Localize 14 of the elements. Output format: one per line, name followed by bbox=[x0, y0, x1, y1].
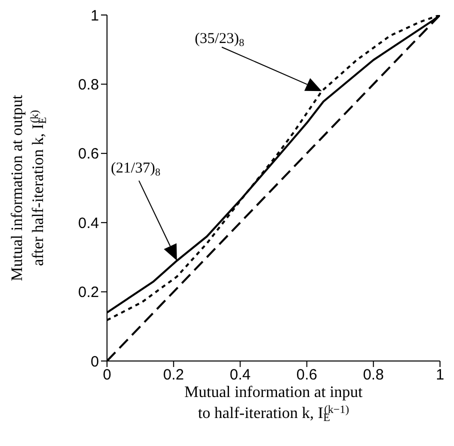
y-tick-label: 0.8 bbox=[78, 76, 99, 94]
x-tick-label: 1 bbox=[436, 366, 444, 384]
x-tick-label: 0.8 bbox=[362, 366, 384, 384]
annotation: (35/23)$_{8}$ bbox=[194, 31, 244, 50]
x-tick-label: 0.4 bbox=[230, 366, 251, 384]
annotation: (21/37)$_{8}$ bbox=[110, 160, 160, 179]
y-tick-label: 0.2 bbox=[78, 284, 99, 302]
y-tick-label: 1 bbox=[90, 7, 99, 24]
x-tick-label: 0.2 bbox=[163, 366, 184, 384]
y-tick-label: 0 bbox=[90, 353, 99, 370]
y-tick-label: 0.6 bbox=[78, 146, 99, 163]
y-tick-label: 0.4 bbox=[78, 214, 99, 232]
x-tick-label: 0 bbox=[102, 366, 112, 384]
x-tick-label: 0.6 bbox=[296, 366, 318, 384]
